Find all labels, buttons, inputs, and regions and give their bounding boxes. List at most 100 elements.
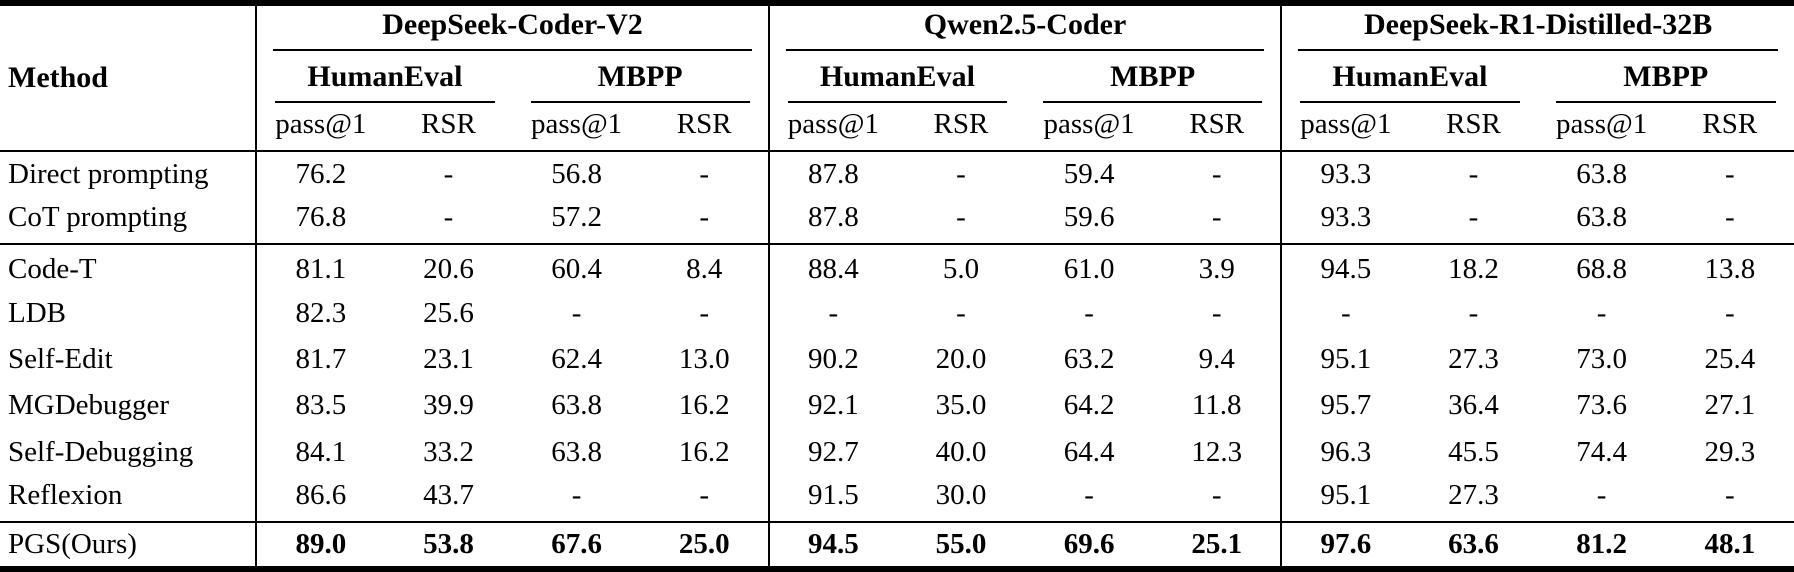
value-cell: - <box>443 158 454 191</box>
value-cell: - <box>443 201 454 234</box>
value-cell: 61.0 <box>1025 242 1154 290</box>
value-cell: - <box>571 479 582 512</box>
method-label: PGS(Ours) <box>0 520 257 569</box>
value-cell: - <box>1468 201 1479 234</box>
value-cell: 87.8 <box>767 197 897 244</box>
benchmark-label: HumanEval <box>787 60 1008 103</box>
table-row-reflexion: Reflexion 86.6 43.7 - - 91.5 30.0 - - 95.1 27.3 - - <box>0 475 1794 522</box>
value-cell: 23.1 <box>423 342 474 375</box>
value-cell: - <box>571 296 582 329</box>
value-cell: - <box>1211 201 1222 234</box>
value-cell: 90.2 <box>767 336 897 383</box>
value-cell: 55.0 <box>896 520 1026 569</box>
method-label: Reflexion <box>8 479 123 512</box>
method-label: Self-Debugging <box>8 435 194 468</box>
value-cell: 27.3 <box>1448 479 1499 512</box>
value-cell: 9.4 <box>1198 342 1235 375</box>
method-label: Code-T <box>0 242 257 290</box>
value-cell: 30.0 <box>935 479 987 512</box>
table-row-cot-prompting: CoT prompting 76.8 - 57.2 - 87.8 - 59.6 - 93.3 - 63… <box>0 197 1794 244</box>
value-cell: 48.1 <box>1665 520 1794 569</box>
value-cell: 87.8 <box>767 151 897 198</box>
benchmark-header-humaneval: HumanEval <box>1280 51 1538 103</box>
table-row-pgs-ours-: PGS(Ours) 89.0 53.8 67.6 25.0 94.5 55.0 69.6 25.… <box>0 520 1794 569</box>
value-cell: 11.8 <box>1191 389 1242 422</box>
metric-header-pass1: pass@1 <box>767 103 897 152</box>
group-header-deepseek-r1-distilled-32b: DeepSeek-R1-Distilled-32B <box>1280 3 1794 51</box>
value-cell: 40.0 <box>935 435 987 468</box>
value-cell: 88.4 <box>767 242 897 290</box>
value-cell: 18.2 <box>1409 242 1538 290</box>
metric-header-rsr: RSR <box>1409 103 1538 152</box>
metric-header-rsr: RSR <box>896 103 1026 152</box>
value-cell: - <box>1596 296 1607 329</box>
value-cell: 27.3 <box>1448 342 1499 375</box>
model-group-header-row: Method DeepSeek-Coder-V2 Qwen2.5-Coder D… <box>0 3 1794 152</box>
value-cell: 92.1 <box>767 382 897 429</box>
value-cell: - <box>1725 479 1735 512</box>
metric-header-row: pass@1 RSR pass@1 RSR pass@1 RSR pass@1 … <box>0 103 1794 152</box>
value-cell: 25.4 <box>1704 342 1756 375</box>
metric-header-pass1: pass@1 <box>1280 103 1410 152</box>
value-cell: 86.6 <box>255 475 385 522</box>
value-cell: - <box>956 296 966 329</box>
table-row-ldb: LDB 82.3 25.6 - - - - - - - - - - <box>0 289 1794 337</box>
value-cell: 81.7 <box>255 336 385 383</box>
value-cell: - <box>1211 158 1222 191</box>
value-cell: 76.2 <box>255 151 385 198</box>
value-cell: 53.8 <box>384 520 513 569</box>
value-cell: 12.3 <box>1191 435 1243 468</box>
value-cell: 94.5 <box>767 520 897 569</box>
value-cell: - <box>699 158 710 191</box>
table-row-code-t: Code-T 81.1 20.6 60.4 8.4 88.4 5.0 61.0 3.9 94.5 1… <box>0 242 1794 290</box>
value-cell: - <box>1084 296 1094 329</box>
metric-header-rsr: RSR <box>1153 103 1282 152</box>
value-cell: 20.0 <box>935 342 987 375</box>
method-column-header: Method <box>0 3 257 152</box>
metric-header-pass1: pass@1 <box>512 103 641 152</box>
value-cell: 74.4 <box>1576 435 1627 468</box>
value-cell: 16.2 <box>678 435 730 468</box>
method-label: CoT prompting <box>8 201 188 234</box>
value-cell: - <box>699 296 710 329</box>
model-group-label: DeepSeek-Coder-V2 <box>273 8 752 51</box>
value-cell: 62.4 <box>551 342 602 375</box>
value-cell: 94.5 <box>1280 242 1410 290</box>
metric-header-rsr: RSR <box>384 103 513 152</box>
value-cell: 81.1 <box>255 242 385 290</box>
value-cell: - <box>1468 158 1479 191</box>
model-group-label: DeepSeek-R1-Distilled-32B <box>1298 8 1778 51</box>
value-cell: - <box>1211 479 1222 512</box>
value-cell: - <box>956 158 966 191</box>
value-cell: 93.3 <box>1280 197 1410 244</box>
value-cell: 69.6 <box>1025 520 1154 569</box>
value-cell: 81.2 <box>1537 520 1666 569</box>
value-cell: 76.8 <box>255 197 385 244</box>
value-cell: 20.6 <box>384 242 513 290</box>
results-table-body: Direct prompting 76.2 - 56.8 - 87.8 - 59.4 - 93.3… <box>0 151 1794 569</box>
value-cell: 95.1 <box>1280 475 1410 522</box>
value-cell: 96.3 <box>1280 428 1410 476</box>
value-cell: 63.6 <box>1409 520 1538 569</box>
value-cell: 25.1 <box>1153 520 1282 569</box>
value-cell: 91.5 <box>767 475 897 522</box>
value-cell: 59.6 <box>1063 201 1115 234</box>
benchmark-label: MBPP <box>1043 60 1263 103</box>
value-cell: 67.6 <box>512 520 641 569</box>
value-cell: 25.0 <box>640 520 769 569</box>
value-cell: 59.4 <box>1063 158 1115 191</box>
table-row-self-edit: Self-Edit 81.7 23.1 62.4 13.0 90.2 20.0 63.2 9.4… <box>0 336 1794 383</box>
value-cell: 83.5 <box>255 382 385 429</box>
benchmark-header-humaneval: HumanEval <box>255 51 513 103</box>
value-cell: 27.1 <box>1704 389 1756 422</box>
value-cell: 73.6 <box>1576 389 1627 422</box>
value-cell: - <box>1084 479 1094 512</box>
value-cell: 82.3 <box>255 289 385 337</box>
value-cell: 64.2 <box>1063 389 1115 422</box>
value-cell: 68.8 <box>1537 242 1666 290</box>
benchmark-header-mbpp: MBPP <box>1025 51 1281 103</box>
value-cell: 5.0 <box>896 242 1026 290</box>
value-cell: 93.3 <box>1280 151 1410 198</box>
method-label: LDB <box>8 296 66 329</box>
